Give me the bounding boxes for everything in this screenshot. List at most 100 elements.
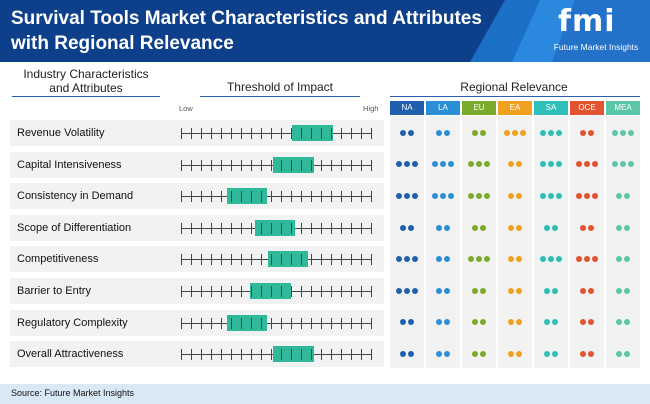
relevance-dot bbox=[444, 319, 450, 326]
relevance-dot bbox=[552, 224, 558, 231]
relevance-dot bbox=[612, 161, 618, 168]
scale-tick bbox=[311, 254, 312, 266]
relevance-dot bbox=[592, 256, 598, 263]
scale-tick bbox=[321, 128, 322, 139]
relevance-dot bbox=[620, 129, 626, 136]
scale-tick bbox=[191, 286, 192, 297]
relevance-dot bbox=[552, 319, 558, 326]
scale-tick bbox=[251, 349, 252, 361]
impact-scale bbox=[181, 278, 372, 304]
impact-bar bbox=[273, 346, 314, 363]
impact-scale bbox=[181, 152, 372, 178]
threshold-header: Threshold of Impact bbox=[226, 80, 334, 94]
relevance-dots bbox=[570, 120, 604, 146]
relevance-dot bbox=[480, 351, 486, 358]
relevance-dot bbox=[480, 319, 486, 326]
scale-tick bbox=[181, 286, 182, 297]
scale-tick bbox=[231, 317, 232, 329]
relevance-dot bbox=[436, 256, 442, 263]
relevance-dots bbox=[534, 246, 568, 272]
page-title: Survival Tools Market Characteristics an… bbox=[11, 6, 531, 56]
relevance-dot bbox=[400, 319, 406, 326]
logo-mark: fmi bbox=[558, 4, 616, 39]
scale-tick bbox=[191, 222, 192, 234]
scale-tick bbox=[211, 254, 212, 266]
scale-tick bbox=[371, 254, 372, 266]
scale-tick bbox=[241, 191, 242, 203]
region-column-background bbox=[534, 116, 568, 368]
industry-header: Industry Characteristics and Attributes bbox=[12, 67, 160, 95]
scale-tick bbox=[211, 317, 212, 329]
relevance-dot bbox=[588, 319, 594, 326]
high-label: High bbox=[363, 104, 379, 113]
scale-line bbox=[181, 196, 371, 198]
scale-tick bbox=[361, 159, 362, 171]
scale-tick bbox=[341, 159, 342, 171]
scale-tick bbox=[231, 349, 232, 361]
scale-tick bbox=[241, 159, 242, 171]
relevance-dot bbox=[436, 129, 442, 136]
relevance-dot bbox=[516, 193, 522, 200]
scale-tick bbox=[271, 191, 272, 203]
relevance-dot bbox=[484, 193, 490, 200]
relevance-dot bbox=[616, 193, 622, 200]
scale-tick bbox=[371, 317, 372, 329]
relevance-dot bbox=[540, 161, 546, 168]
scale-tick bbox=[221, 349, 222, 361]
relevance-dot bbox=[404, 193, 410, 200]
relevance-dot bbox=[480, 224, 486, 231]
impact-scale bbox=[181, 215, 372, 241]
logo-text: Future Market Insights bbox=[553, 42, 639, 52]
relevance-dots bbox=[570, 341, 604, 367]
scale-tick bbox=[231, 159, 232, 171]
relevance-dot bbox=[508, 161, 514, 168]
scale-tick bbox=[281, 254, 282, 266]
scale-tick bbox=[201, 128, 202, 139]
scale-tick bbox=[181, 222, 182, 234]
scale-tick bbox=[291, 317, 292, 329]
scale-tick bbox=[251, 286, 252, 297]
relevance-dot bbox=[408, 351, 414, 358]
relevance-dot bbox=[400, 351, 406, 358]
scale-tick bbox=[281, 128, 282, 139]
relevance-dots bbox=[498, 183, 532, 209]
region-column-background bbox=[426, 116, 460, 368]
scale-tick bbox=[301, 159, 302, 171]
relevance-dot bbox=[624, 287, 630, 294]
scale-tick bbox=[271, 349, 272, 361]
scale-tick bbox=[351, 222, 352, 234]
relevance-dots bbox=[390, 246, 424, 272]
relevance-dot bbox=[548, 161, 554, 168]
relevance-dot bbox=[516, 161, 522, 168]
scale-tick bbox=[291, 191, 292, 203]
scale-tick bbox=[181, 191, 182, 203]
scale-tick bbox=[311, 159, 312, 171]
relevance-dot bbox=[516, 319, 522, 326]
scale-tick bbox=[231, 254, 232, 266]
relevance-dot bbox=[504, 129, 510, 136]
scale-tick bbox=[201, 349, 202, 361]
scale-tick bbox=[281, 317, 282, 329]
impact-bar bbox=[226, 188, 268, 205]
scale-tick bbox=[361, 317, 362, 329]
scale-tick bbox=[281, 286, 282, 297]
relevance-dot bbox=[616, 287, 622, 294]
relevance-dot bbox=[552, 351, 558, 358]
scale-tick bbox=[321, 254, 322, 266]
relevance-dot bbox=[404, 256, 410, 263]
scale-tick bbox=[221, 191, 222, 203]
relevance-dot bbox=[540, 129, 546, 136]
relevance-dot bbox=[508, 319, 514, 326]
scale-tick bbox=[331, 349, 332, 361]
scale-tick bbox=[211, 159, 212, 171]
scale-tick bbox=[241, 222, 242, 234]
relevance-dot bbox=[436, 287, 442, 294]
scale-tick bbox=[301, 254, 302, 266]
scale-tick bbox=[271, 128, 272, 139]
impact-bar bbox=[226, 314, 268, 331]
scale-tick bbox=[281, 349, 282, 361]
relevance-dots bbox=[390, 341, 424, 367]
relevance-dot bbox=[444, 287, 450, 294]
relevance-dot bbox=[476, 256, 482, 263]
relevance-dot bbox=[516, 287, 522, 294]
